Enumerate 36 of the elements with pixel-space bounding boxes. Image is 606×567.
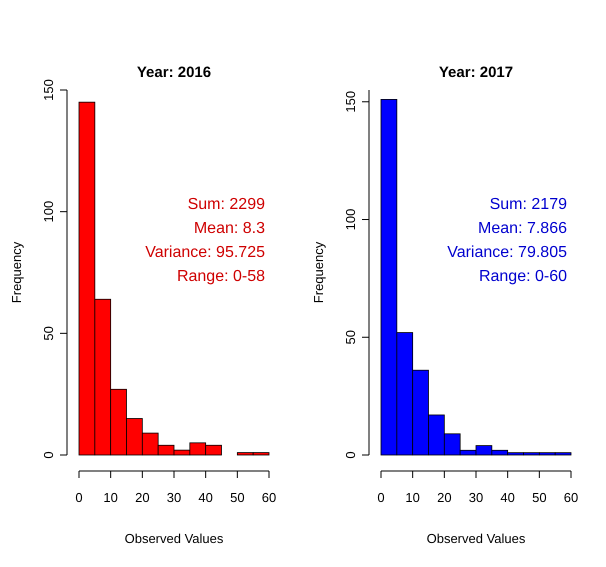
y-tick-label: 50 — [41, 326, 56, 341]
y-axis-title: Frequency — [9, 241, 24, 304]
annotation: Variance: 95.725 — [145, 244, 266, 261]
x-tick-label: 50 — [230, 490, 245, 505]
x-tick-label: 30 — [468, 490, 484, 505]
y-tick-label: 0 — [41, 451, 56, 459]
x-tick-label: 0 — [75, 490, 83, 505]
x-tick-label: 0 — [377, 490, 385, 505]
annotation: Range: 0-58 — [176, 268, 266, 285]
y-tick-label: 0 — [343, 451, 358, 459]
x-tick-label: 20 — [135, 490, 150, 505]
x-tick-label: 10 — [405, 490, 420, 505]
x-tick-label: 10 — [103, 490, 118, 505]
y-tick-label: 100 — [41, 200, 56, 223]
x-tick-label: 50 — [532, 490, 547, 505]
x-axis-title: Observed Values — [124, 531, 224, 546]
x-tick-label: 40 — [198, 490, 213, 505]
y-tick-label: 100 — [343, 208, 358, 230]
x-tick-label: 40 — [500, 490, 515, 505]
chart-title: Year: 2017 — [438, 64, 514, 81]
x-tick-label: 20 — [437, 490, 452, 505]
chart-title: Year: 2016 — [136, 64, 212, 81]
x-tick-label: 60 — [564, 490, 578, 505]
annotation: Sum: 2299 — [188, 196, 266, 213]
y-tick-label: 150 — [41, 79, 56, 101]
x-tick-label: 60 — [262, 490, 276, 505]
y-tick-label: 150 — [343, 90, 358, 113]
annotation: Mean: 8.3 — [194, 220, 266, 237]
x-axis-title: Observed Values — [426, 531, 526, 546]
annotation: Variance: 79.805 — [447, 244, 568, 261]
annotation: Mean: 7.866 — [478, 220, 568, 237]
y-tick-label: 50 — [343, 330, 358, 344]
y-axis-title: Frequency — [311, 241, 326, 304]
annotation: Range: 0-60 — [478, 268, 568, 285]
x-tick-label: 30 — [166, 490, 182, 505]
annotation: Sum: 2179 — [490, 196, 568, 213]
